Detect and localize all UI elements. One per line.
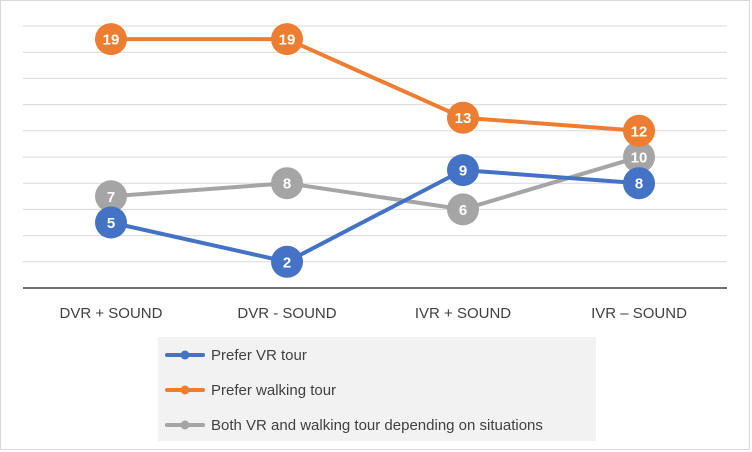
- series-line: [109, 37, 641, 133]
- data-point: [623, 167, 655, 200]
- data-point: [271, 167, 303, 200]
- category-label: DVR + SOUND: [60, 305, 163, 322]
- legend-label: Prefer VR tour: [211, 347, 307, 364]
- data-point: [623, 141, 655, 173]
- data-label: 6: [459, 202, 467, 219]
- data-label: 7: [107, 189, 115, 206]
- legend-marker: [180, 420, 190, 430]
- data-label: 19: [103, 32, 120, 49]
- category-labels: DVR + SOUND DVR - SOUND IVR + SOUND IVR – S…: [60, 305, 688, 322]
- data-point: [271, 23, 303, 56]
- data-label: 8: [283, 176, 291, 193]
- data-label: 10: [631, 150, 648, 167]
- gridlines: [23, 25, 727, 263]
- data-point: [447, 101, 479, 134]
- data-label: 12: [631, 123, 648, 140]
- legend-label: Prefer walking tour: [211, 382, 336, 399]
- data-point: [95, 180, 127, 213]
- data-label: 13: [455, 110, 472, 127]
- data-label: 5: [107, 215, 115, 232]
- series-layer: 7 8 6 10 19 19 13 12 5 2 9 8: [95, 23, 655, 278]
- data-point: [95, 206, 127, 239]
- series-line: [109, 168, 641, 264]
- series-lines: [109, 37, 641, 264]
- legend: Prefer VR tour Prefer walking tour Both VR…: [158, 337, 596, 441]
- legend-box: [158, 337, 596, 441]
- category-label: IVR – SOUND: [591, 305, 687, 322]
- legend-label: Both VR and walking tour depending on si…: [211, 417, 543, 434]
- data-point: [623, 114, 655, 147]
- data-label: 9: [459, 163, 467, 180]
- category-label: DVR - SOUND: [237, 305, 336, 322]
- data-point: [95, 23, 127, 56]
- category-label: IVR + SOUND: [415, 305, 511, 322]
- data-point: [271, 245, 303, 278]
- data-label: 2: [283, 254, 291, 271]
- data-point: [447, 193, 479, 226]
- legend-marker: [180, 350, 190, 360]
- series-markers: 7 8 6 10 19 19 13 12 5 2 9 8: [95, 23, 655, 278]
- data-point: [447, 154, 479, 187]
- series-line: [109, 155, 641, 212]
- legend-marker: [180, 385, 190, 395]
- data-label: 19: [279, 32, 296, 49]
- data-label: 8: [635, 176, 643, 193]
